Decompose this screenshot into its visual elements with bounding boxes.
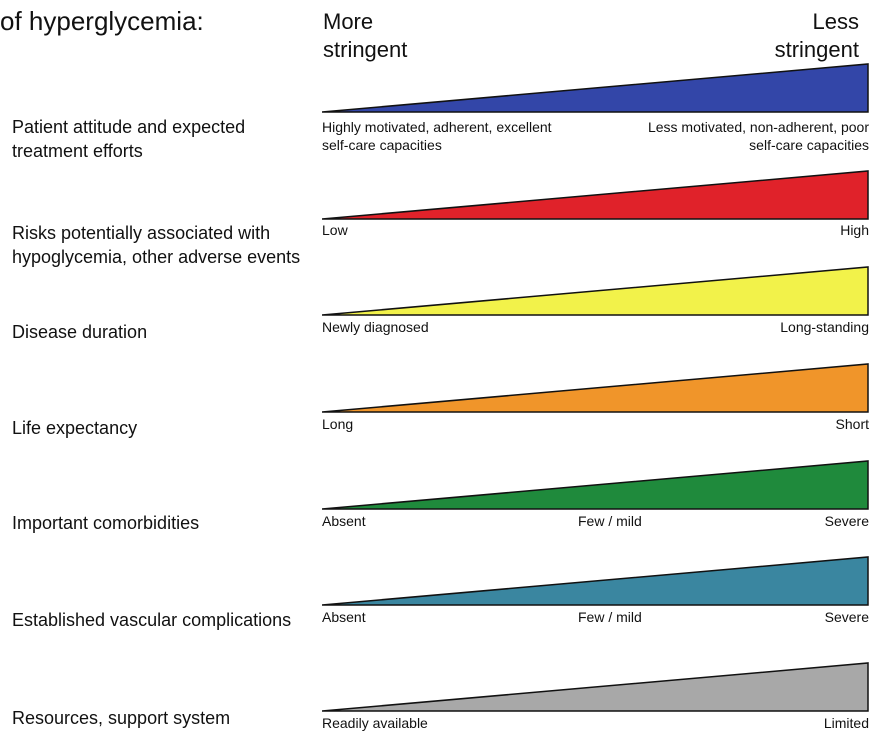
wedge-shape-disease-duration <box>322 266 869 316</box>
wedge-left-label-hypoglycemia-risk: Low <box>322 222 348 238</box>
wedge-patient-attitude <box>322 63 872 113</box>
wedge-left-label-vascular-complications: Absent <box>322 609 366 625</box>
factor-label-patient-attitude: Patient attitude and expected treatment … <box>12 117 246 161</box>
wedge-left-label-comorbidities: Absent <box>322 513 366 529</box>
wedge-shape-vascular-complications <box>322 556 869 606</box>
wedge-comorbidities <box>322 460 872 510</box>
more-stringent-header: More stringent <box>323 8 407 64</box>
wedge-right-label-hypoglycemia-risk: High <box>840 222 869 238</box>
wedge-shape-resources <box>322 662 869 712</box>
wedge-shape-patient-attitude <box>322 63 869 113</box>
wedge-left-label-life-expectancy: Long <box>322 416 354 432</box>
wedge-resources <box>322 662 872 712</box>
factor-label-disease-duration: Disease duration <box>12 322 148 342</box>
figure-title: of hyperglycemia: <box>0 6 204 36</box>
wedge-hypoglycemia-risk <box>322 170 872 220</box>
more-stringent-line1: More stringent <box>323 9 408 62</box>
wedge-right-label-vascular-complications: Severe <box>824 609 869 625</box>
wedge-shape-comorbidities <box>322 460 869 510</box>
wedge-left-label-disease-duration: Newly diagnosed <box>322 319 429 335</box>
factor-label-hypoglycemia-risk: Risks potentially associated with hypogl… <box>12 223 301 267</box>
factor-label-vascular-complications: Established vascular complications <box>12 610 292 630</box>
wedge-life-expectancy <box>322 363 872 413</box>
less-stringent-line1: Less stringent <box>774 9 859 62</box>
wedge-disease-duration <box>322 266 872 316</box>
wedge-right-label-patient-attitude: Less motivated, non-adherent, poor self-… <box>647 119 869 153</box>
wedge-left-label-patient-attitude: Highly motivated, adherent, excellent se… <box>322 119 552 153</box>
wedge-vascular-complications <box>322 556 872 606</box>
wedge-shape-life-expectancy <box>322 363 869 413</box>
factor-label-comorbidities: Important comorbidities <box>12 513 200 533</box>
wedge-right-label-disease-duration: Long-standing <box>780 319 869 335</box>
factor-label-resources: Resources, support system <box>12 708 231 728</box>
wedge-right-label-resources: Limited <box>823 715 869 731</box>
wedge-right-label-comorbidities: Severe <box>824 513 869 529</box>
factor-label-life-expectancy: Life expectancy <box>12 418 138 438</box>
less-stringent-header: Less stringent <box>775 8 859 64</box>
wedge-mid-label-comorbidities: Few / mild <box>578 513 642 529</box>
wedge-right-label-life-expectancy: Short <box>835 416 869 432</box>
wedge-left-label-resources: Readily available <box>322 715 428 731</box>
wedge-mid-label-vascular-complications: Few / mild <box>578 609 642 625</box>
wedge-shape-hypoglycemia-risk <box>322 170 869 220</box>
